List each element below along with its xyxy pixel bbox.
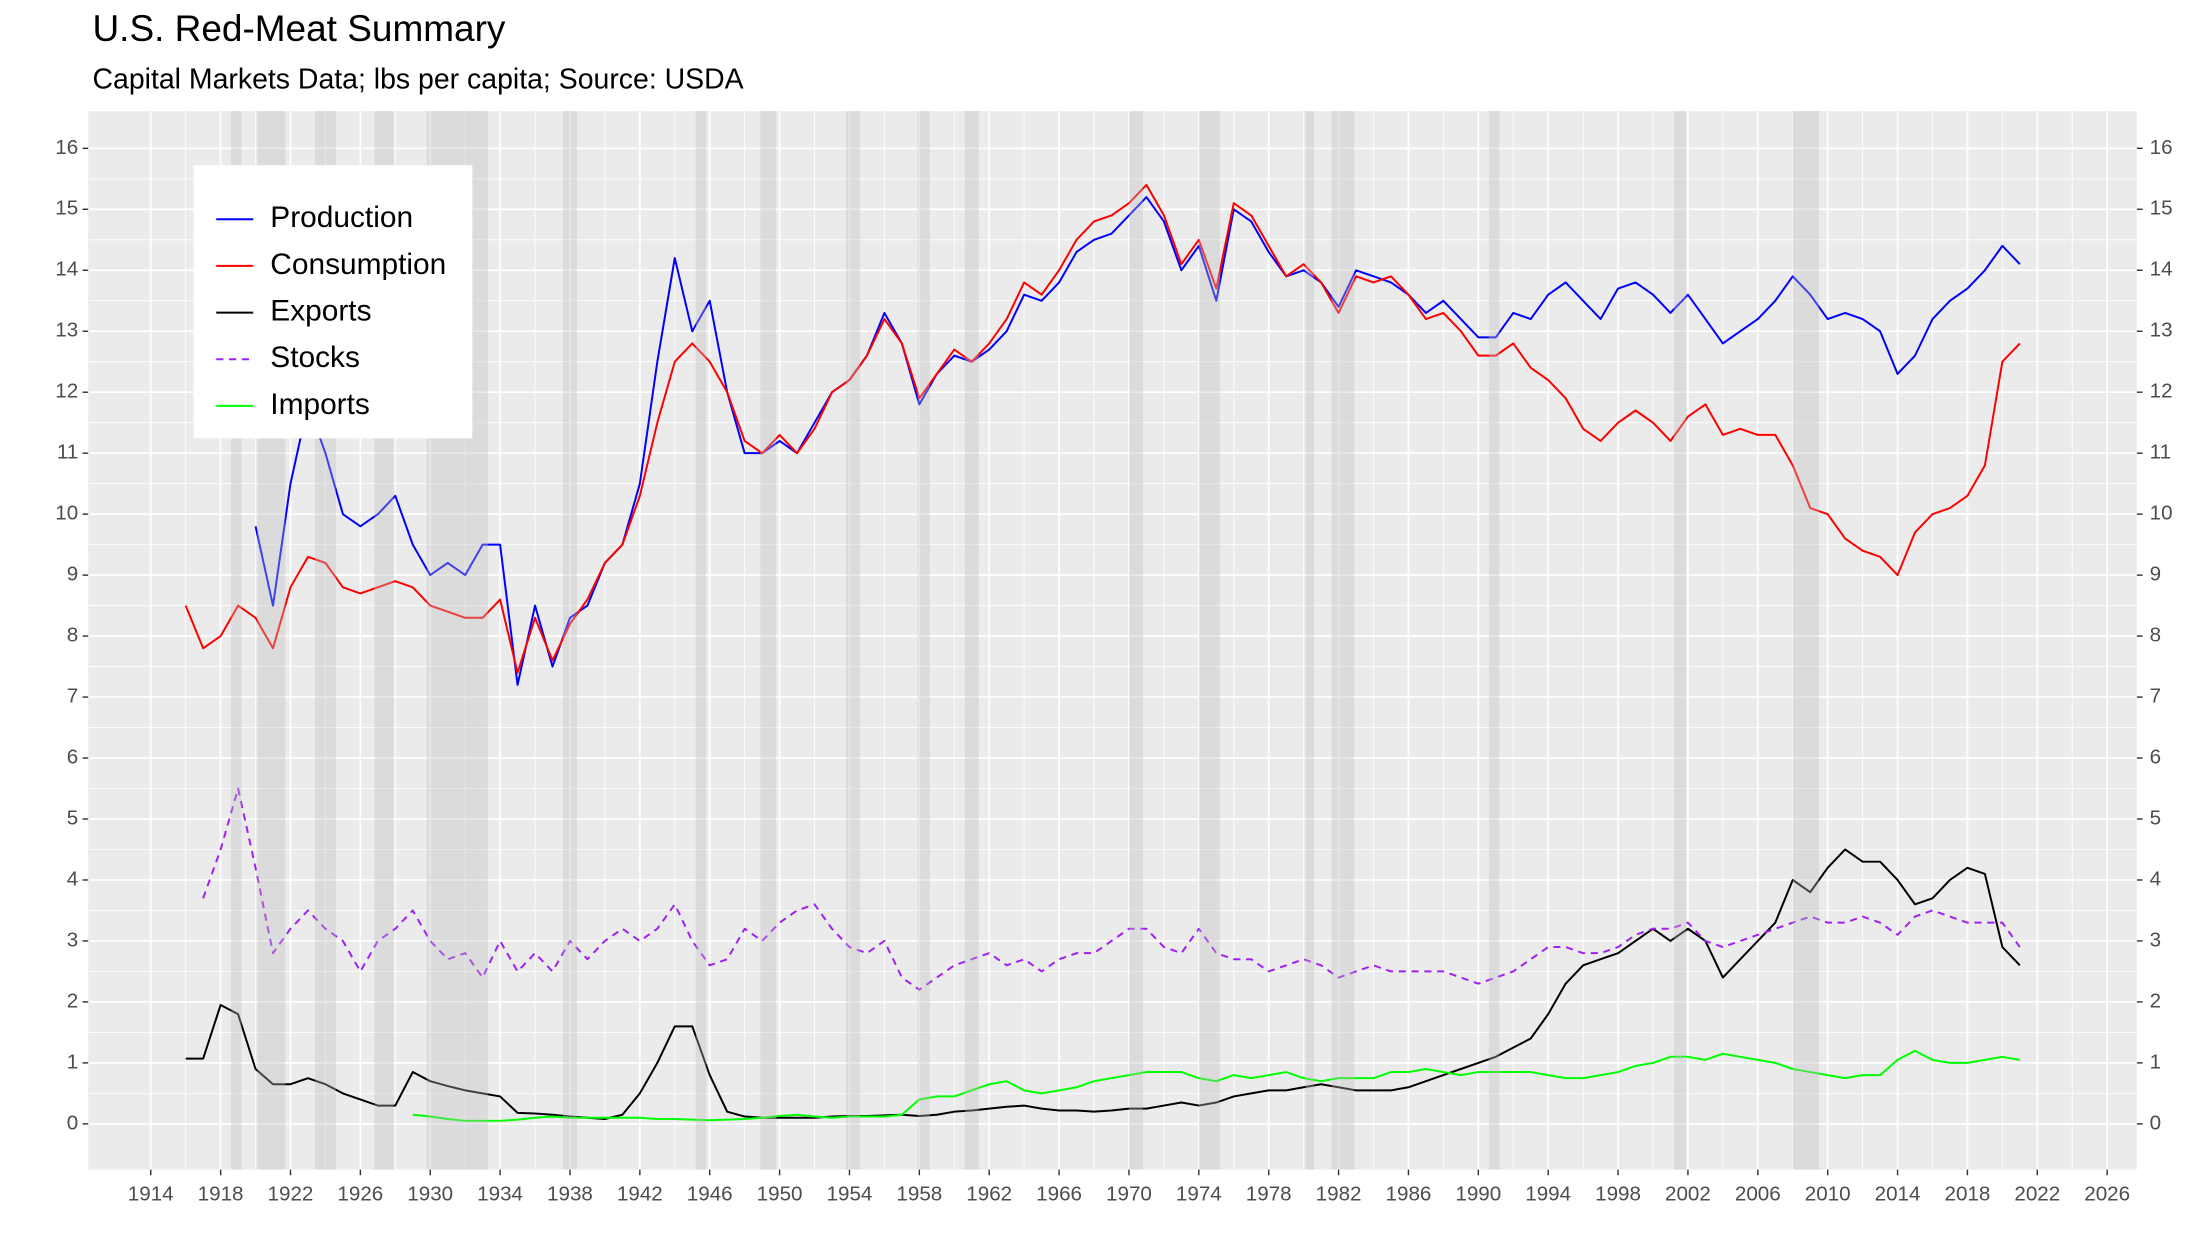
y-tick-label: 9	[67, 563, 78, 586]
series-line	[184, 183, 2021, 674]
x-tick-label: 1954	[827, 1183, 873, 1206]
x-tick-label: 2002	[1665, 1183, 1711, 1206]
y-tick-label: 1	[67, 1050, 78, 1073]
y-tick-label: 11	[57, 441, 78, 464]
y-tick-label-right: 1	[2150, 1050, 2161, 1073]
x-tick-label: 2022	[2014, 1183, 2060, 1206]
y-tick-label-right: 5	[2150, 806, 2161, 829]
x-tick-label: 1966	[1036, 1183, 1082, 1206]
series-line	[254, 196, 2021, 686]
y-tick-label-right: 12	[2150, 380, 2173, 403]
y-tick-label: 14	[55, 258, 78, 281]
x-tick-label: 1990	[1455, 1183, 1501, 1206]
shaded-period	[760, 111, 777, 1170]
x-tick-label: 2006	[1735, 1183, 1781, 1206]
shaded-period	[562, 111, 577, 1170]
x-tick-label: 1926	[337, 1183, 383, 1206]
shaded-period	[1673, 111, 1687, 1170]
series-line	[412, 1049, 2021, 1122]
x-tick-label: 1950	[757, 1183, 803, 1206]
x-tick-label: 1934	[477, 1183, 523, 1206]
shaded-period	[1488, 111, 1500, 1170]
y-tick-label: 3	[67, 928, 78, 951]
shaded-period	[1792, 111, 1819, 1170]
legend-label: Imports	[270, 388, 370, 421]
legend-label: Consumption	[270, 248, 446, 281]
y-tick-label: 0	[67, 1111, 78, 1134]
y-tick-label-right: 15	[2150, 197, 2173, 220]
x-tick-label: 1930	[407, 1183, 453, 1206]
legend-label: Exports	[270, 294, 371, 327]
y-tick-label-right: 7	[2150, 685, 2161, 708]
shaded-period	[231, 111, 242, 1170]
x-tick-label: 1946	[687, 1183, 733, 1206]
chart-title: U.S. Red-Meat Summary	[92, 8, 505, 49]
y-tick-label: 6	[67, 745, 78, 768]
x-tick-label: 2010	[1805, 1183, 1851, 1206]
y-tick-label-right: 3	[2150, 928, 2161, 951]
y-tick-label-right: 0	[2150, 1111, 2161, 1134]
shaded-period	[695, 111, 707, 1170]
y-tick-label-right: 8	[2150, 624, 2161, 647]
x-tick-label: 1986	[1386, 1183, 1432, 1206]
y-tick-label-right: 10	[2150, 502, 2173, 525]
x-tick-label: 1918	[198, 1183, 244, 1206]
x-tick-label: 1958	[896, 1183, 942, 1206]
legend-label: Stocks	[270, 341, 360, 374]
x-tick-label: 2014	[1875, 1183, 1921, 1206]
shaded-period	[1198, 111, 1220, 1170]
legend-label: Production	[270, 201, 413, 234]
x-tick-label: 1994	[1525, 1183, 1571, 1206]
y-tick-label: 15	[55, 197, 78, 220]
y-tick-label: 2	[67, 989, 78, 1012]
shaded-period	[1331, 111, 1355, 1170]
y-tick-label: 13	[55, 319, 78, 342]
shaded-period	[845, 111, 860, 1170]
chart-subtitle: Capital Markets Data; lbs per capita; So…	[92, 64, 743, 96]
shaded-period	[964, 111, 979, 1170]
series-line	[202, 787, 2021, 991]
x-tick-label: 1938	[547, 1183, 593, 1206]
x-tick-label: 1922	[268, 1183, 314, 1206]
x-tick-label: 1942	[617, 1183, 663, 1206]
x-tick-label: 1962	[966, 1183, 1012, 1206]
x-tick-label: 1974	[1176, 1183, 1222, 1206]
x-tick-label: 2026	[2084, 1183, 2130, 1206]
shaded-period	[1128, 111, 1143, 1170]
y-tick-label-right: 14	[2150, 258, 2173, 281]
y-tick-label: 12	[55, 380, 78, 403]
x-tick-label: 1978	[1246, 1183, 1292, 1206]
y-tick-label-right: 2	[2150, 989, 2161, 1012]
shaded-period	[917, 111, 930, 1170]
y-tick-label: 16	[55, 136, 78, 159]
y-tick-label-right: 16	[2150, 136, 2173, 159]
y-tick-label-right: 9	[2150, 563, 2161, 586]
x-tick-label: 2018	[1944, 1183, 1990, 1206]
x-tick-label: 1982	[1316, 1183, 1362, 1206]
y-tick-label: 5	[67, 806, 78, 829]
y-tick-label: 8	[67, 624, 78, 647]
y-tick-label: 4	[67, 867, 78, 890]
series-line	[185, 848, 2021, 1120]
shaded-period	[1305, 111, 1315, 1170]
y-tick-label-right: 11	[2150, 441, 2171, 464]
y-tick-label-right: 6	[2150, 745, 2161, 768]
y-tick-label-right: 4	[2150, 867, 2161, 890]
x-tick-label: 1970	[1106, 1183, 1152, 1206]
y-tick-label: 7	[67, 685, 78, 708]
y-tick-label-right: 13	[2150, 319, 2173, 342]
legend-box	[193, 165, 473, 439]
legend: Production Consumption Exports Stocks Import…	[193, 165, 473, 439]
x-tick-label: 1914	[128, 1183, 174, 1206]
x-tick-label: 1998	[1595, 1183, 1641, 1206]
y-tick-label: 10	[55, 502, 78, 525]
